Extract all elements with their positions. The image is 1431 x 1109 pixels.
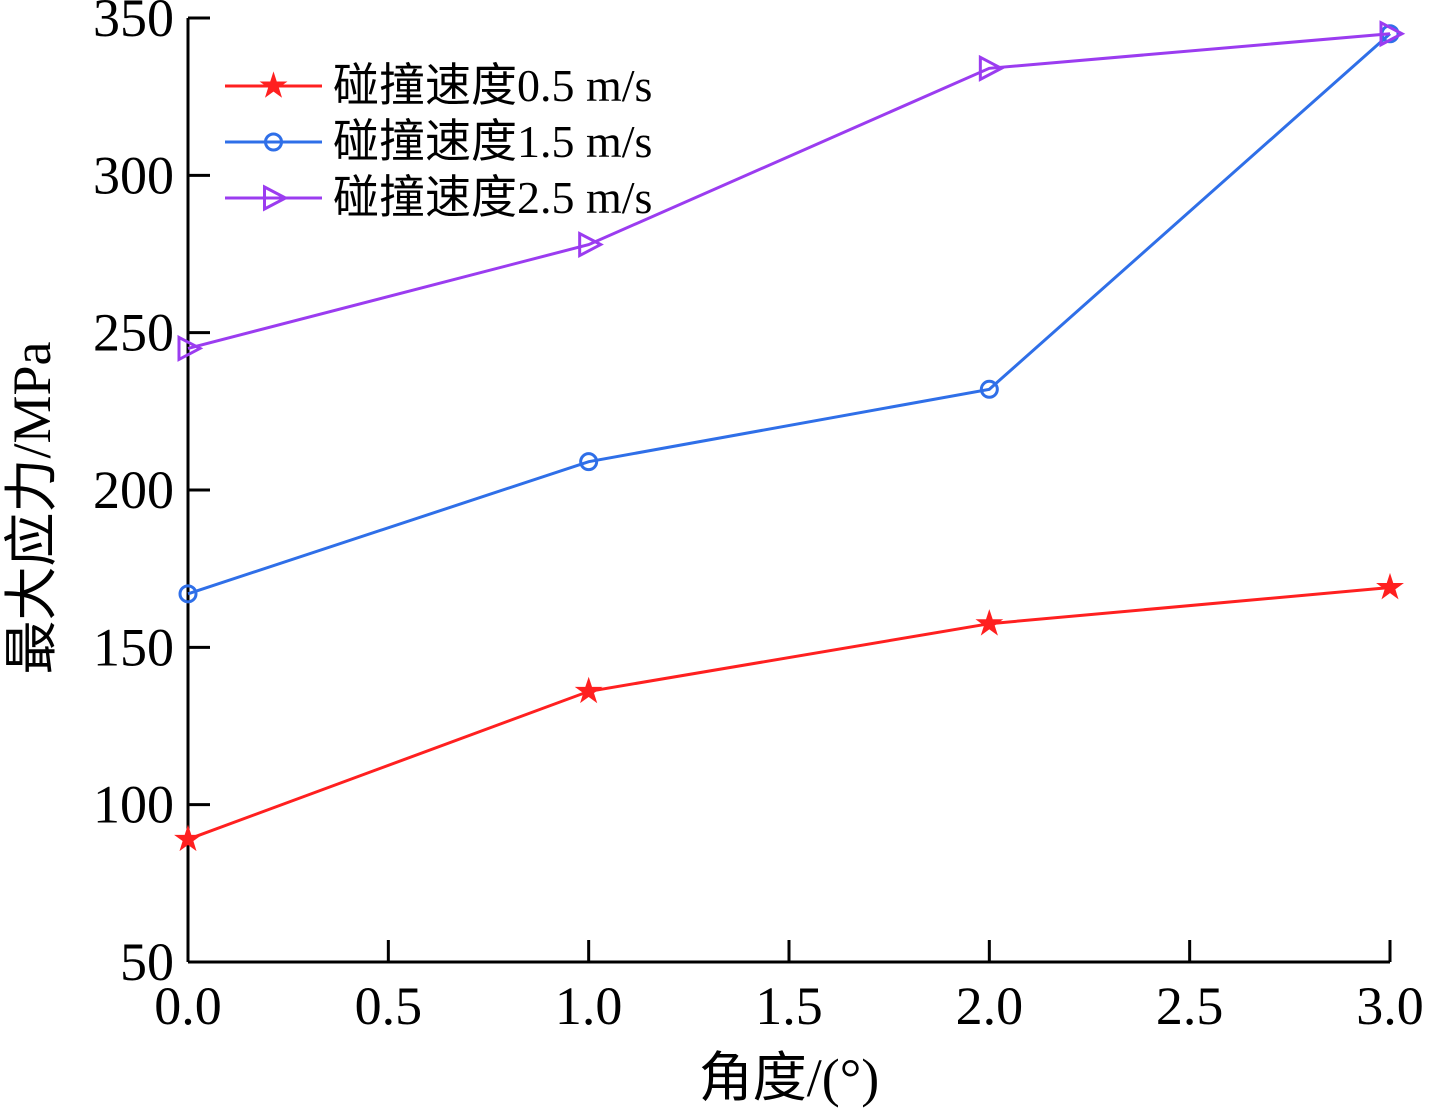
y-tick-label: 200	[93, 460, 174, 520]
series-line	[187, 32, 1391, 596]
x-tick-label: 2.0	[956, 976, 1024, 1036]
data-point-circle	[264, 132, 283, 152]
legend-label: 碰撞速度2.5 m/s	[333, 172, 652, 223]
legend-item-3: 碰撞速度2.5 m/s	[225, 172, 652, 223]
x-tick-label: 1.0	[555, 976, 623, 1036]
series-line	[187, 586, 1391, 841]
legend-item-1: 碰撞速度0.5 m/s	[225, 60, 652, 111]
data-point-triangle	[177, 334, 204, 362]
y-tick-label: 50	[120, 932, 174, 992]
x-tick-label: 1.5	[755, 976, 823, 1036]
series-1	[174, 572, 1404, 852]
legend-label: 碰撞速度0.5 m/s	[333, 60, 652, 111]
y-tick-label: 150	[93, 617, 174, 677]
series-2	[178, 24, 1400, 604]
data-point-star	[174, 824, 202, 852]
series-line	[187, 32, 1391, 350]
data-point-triangle	[978, 54, 1005, 82]
x-tick-label: 0.0	[154, 976, 222, 1036]
x-tick-label: 2.5	[1156, 976, 1224, 1036]
x-axis-title: 角度/(°)	[699, 1048, 880, 1108]
x-tick-label: 0.5	[355, 976, 423, 1036]
y-tick-label: 100	[93, 775, 174, 835]
series-layer	[174, 20, 1406, 852]
legend-label: 碰撞速度1.5 m/s	[333, 116, 652, 167]
y-tick-label: 350	[93, 0, 174, 48]
legend-item-2: 碰撞速度1.5 m/s	[225, 116, 652, 167]
data-point-circle	[579, 452, 599, 472]
x-tick-label: 3.0	[1356, 976, 1424, 1036]
data-point-triangle	[263, 184, 289, 212]
y-tick-label: 300	[93, 145, 174, 205]
data-point-star	[975, 609, 1004, 636]
data-point-triangle	[1379, 20, 1406, 48]
data-point-star	[1376, 572, 1404, 600]
y-axis-title: 最大应力/MPa	[2, 341, 62, 674]
series-3	[177, 20, 1406, 362]
data-point-star	[574, 676, 603, 704]
data-point-triangle	[578, 231, 604, 259]
data-point-circle	[178, 584, 198, 604]
y-tick-label: 250	[93, 303, 174, 363]
data-point-circle	[979, 379, 999, 399]
axes: 0.0 0.5 1.0 1.5 2.0 2.5 3.0 50 100 150 200 250 300 35…	[93, 0, 1424, 1036]
data-point-star	[259, 71, 288, 98]
